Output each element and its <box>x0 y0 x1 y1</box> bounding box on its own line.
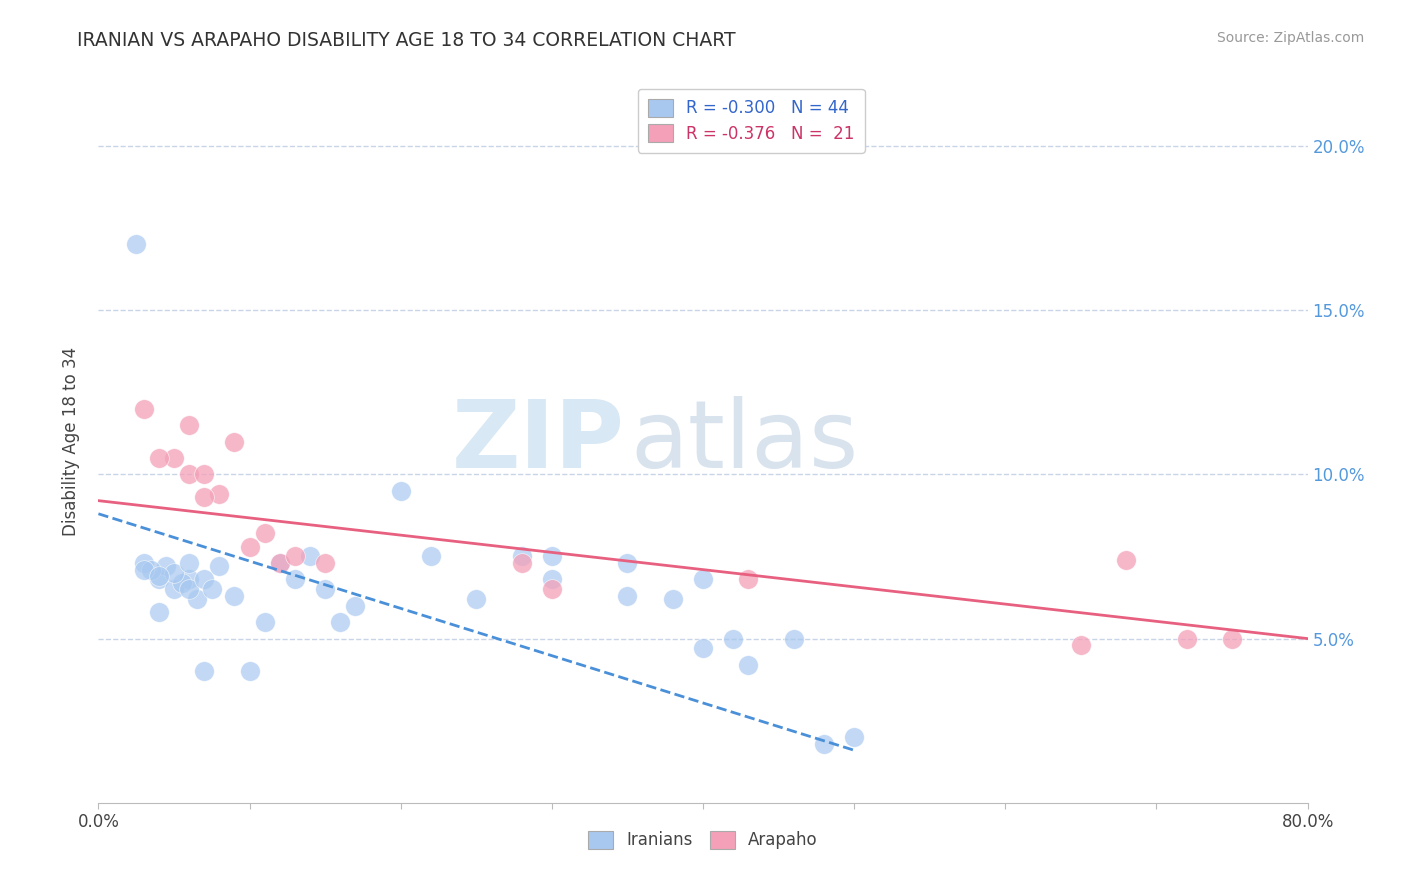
Point <box>1115 553 1137 567</box>
Point <box>1175 632 1198 646</box>
Point <box>329 615 352 630</box>
Point <box>224 434 246 449</box>
Point <box>179 556 201 570</box>
Point <box>389 483 412 498</box>
Point <box>314 556 336 570</box>
Point <box>179 467 201 482</box>
Point <box>737 573 759 587</box>
Point <box>284 573 307 587</box>
Point <box>510 556 533 570</box>
Point <box>148 569 170 583</box>
Point <box>314 582 336 597</box>
Point <box>193 491 215 505</box>
Point <box>141 563 163 577</box>
Text: ZIP: ZIP <box>451 395 624 488</box>
Point <box>148 605 170 619</box>
Point <box>125 237 148 252</box>
Point <box>692 641 714 656</box>
Point <box>148 573 170 587</box>
Point <box>132 563 155 577</box>
Point <box>344 599 367 613</box>
Point <box>163 582 186 597</box>
Point <box>253 615 276 630</box>
Point <box>239 540 262 554</box>
Point <box>616 589 638 603</box>
Point <box>193 665 215 679</box>
Point <box>269 556 291 570</box>
Point <box>208 487 231 501</box>
Point <box>844 730 866 744</box>
Point <box>239 665 262 679</box>
Point <box>813 737 835 751</box>
Point <box>1070 638 1092 652</box>
Point <box>540 549 562 564</box>
Point <box>208 559 231 574</box>
Point <box>201 582 224 597</box>
Point <box>465 592 488 607</box>
Point <box>193 573 215 587</box>
Point <box>737 657 759 672</box>
Point <box>284 549 307 564</box>
Point <box>170 575 193 590</box>
Point <box>179 418 201 433</box>
Point <box>1220 632 1243 646</box>
Point <box>224 589 246 603</box>
Point <box>540 582 562 597</box>
Point <box>193 467 215 482</box>
Point <box>616 556 638 570</box>
Point <box>179 582 201 597</box>
Point <box>148 450 170 465</box>
Point <box>163 450 186 465</box>
Y-axis label: Disability Age 18 to 34: Disability Age 18 to 34 <box>62 347 80 536</box>
Point <box>269 556 291 570</box>
Point <box>510 549 533 564</box>
Legend: Iranians, Arapaho: Iranians, Arapaho <box>578 821 828 860</box>
Point <box>420 549 443 564</box>
Point <box>132 556 155 570</box>
Point <box>299 549 322 564</box>
Point <box>132 401 155 416</box>
Text: atlas: atlas <box>630 395 859 488</box>
Point <box>723 632 745 646</box>
Point <box>186 592 208 607</box>
Point <box>540 573 562 587</box>
Point <box>155 559 177 574</box>
Point <box>163 566 186 580</box>
Point <box>783 632 806 646</box>
Text: IRANIAN VS ARAPAHO DISABILITY AGE 18 TO 34 CORRELATION CHART: IRANIAN VS ARAPAHO DISABILITY AGE 18 TO … <box>77 31 735 50</box>
Point <box>179 573 201 587</box>
Point <box>661 592 683 607</box>
Point <box>692 573 714 587</box>
Point <box>253 526 276 541</box>
Text: Source: ZipAtlas.com: Source: ZipAtlas.com <box>1216 31 1364 45</box>
